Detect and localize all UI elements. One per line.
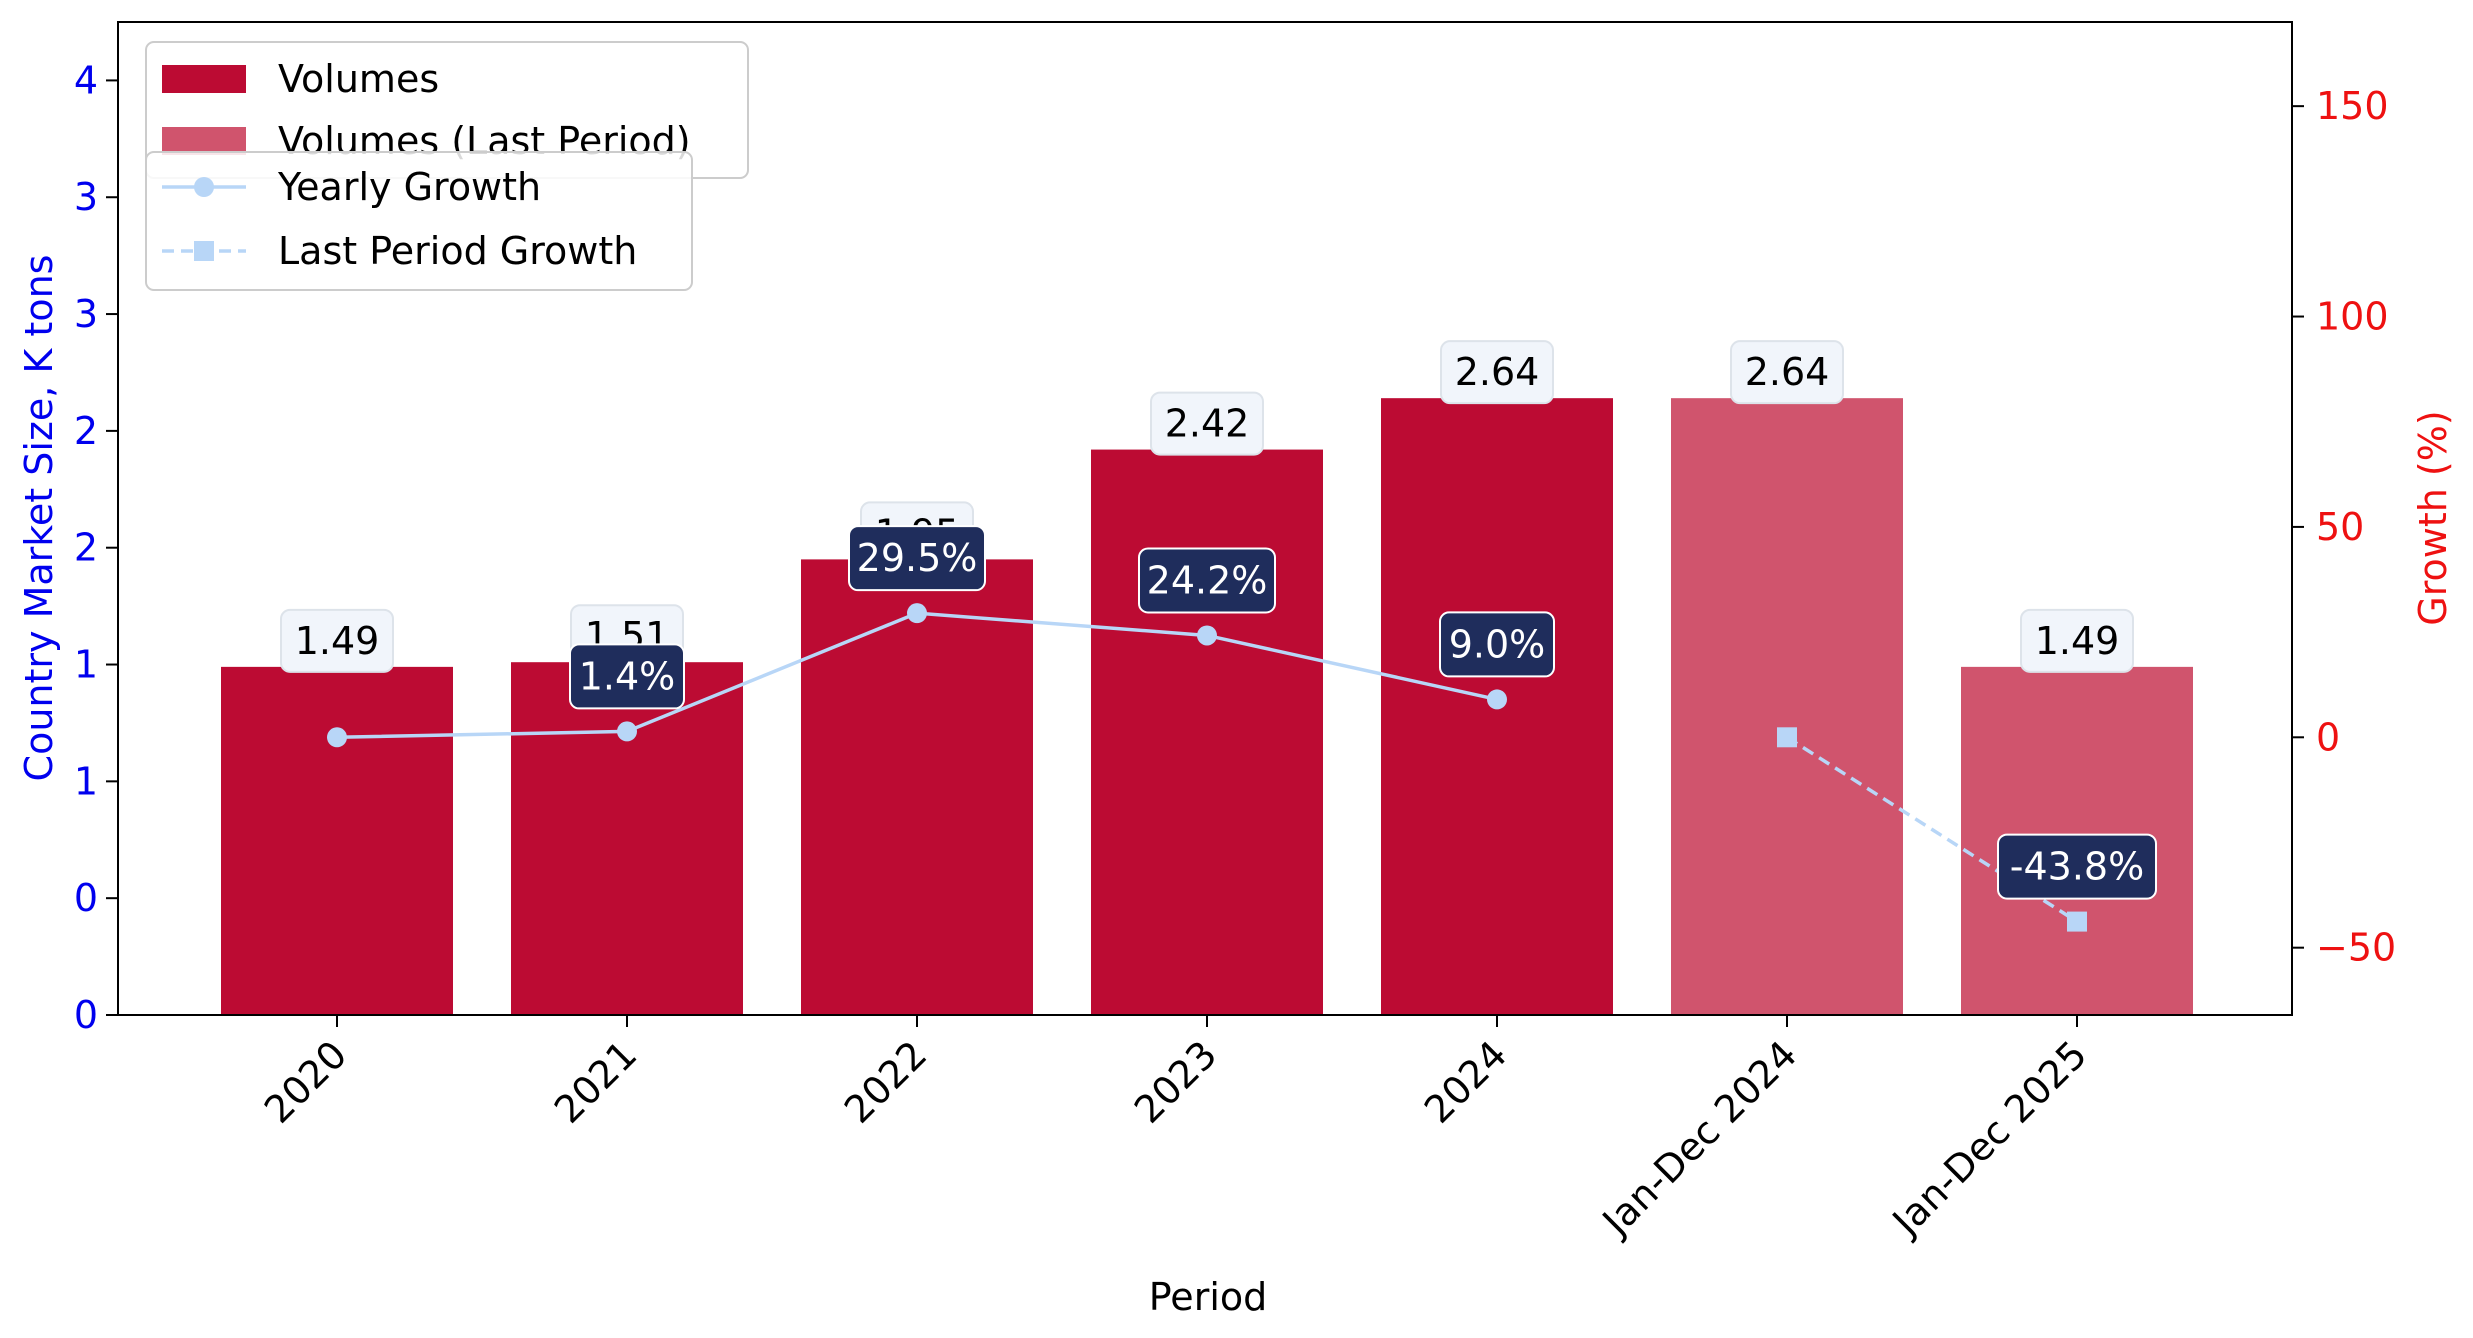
growth-marker bbox=[907, 603, 927, 624]
legend-lines: Yearly Growth Last Period Growth bbox=[145, 151, 693, 291]
y-axis-right-title: Growth (%) bbox=[2411, 410, 2455, 625]
legend-swatch bbox=[162, 65, 246, 93]
x-tick-label: 2021 bbox=[546, 1032, 646, 1132]
growth-label: 9.0% bbox=[1439, 611, 1555, 678]
y-left-tick-label: 2 bbox=[74, 526, 98, 570]
legend-marker bbox=[194, 177, 214, 197]
volume-label-text: 2.64 bbox=[1455, 350, 1540, 394]
data-labels-layer: 1.491.511.952.422.642.641.491.4%29.5%24.… bbox=[280, 340, 2157, 900]
growth-label-box bbox=[1138, 547, 1276, 614]
legend-box bbox=[145, 151, 693, 291]
y-left-tick-label: 0 bbox=[74, 876, 98, 920]
growth-label: 29.5% bbox=[848, 525, 986, 592]
growth-label-text: 29.5% bbox=[857, 536, 978, 580]
volume-label-box bbox=[280, 608, 394, 673]
growth-marker bbox=[1197, 625, 1217, 646]
x-tick-label: 2022 bbox=[836, 1032, 936, 1132]
growth-label-text: 9.0% bbox=[1449, 622, 1546, 666]
growth-label: 1.4% bbox=[569, 643, 685, 710]
y-right-tick-label: 0 bbox=[2316, 715, 2340, 759]
growth-label-box bbox=[569, 643, 685, 710]
volume-label-box bbox=[1730, 340, 1844, 405]
bar-2022 bbox=[801, 559, 1033, 1015]
x-axis-title: Period bbox=[1149, 1275, 1268, 1319]
bar-2023 bbox=[1091, 449, 1323, 1016]
growth-label-text: 24.2% bbox=[1147, 558, 1268, 602]
plot-frame bbox=[117, 21, 2293, 1016]
y-left-tick-label: 1 bbox=[74, 643, 98, 687]
volume-label-text: 2.42 bbox=[1165, 402, 1250, 446]
growth-label-box bbox=[848, 525, 986, 592]
legend-label: Yearly Growth bbox=[277, 165, 541, 209]
growth-label: 24.2% bbox=[1138, 547, 1276, 614]
y-left-tick-label: 3 bbox=[74, 175, 98, 219]
volume-label: 2.64 bbox=[1440, 340, 1554, 405]
volume-label-box bbox=[2020, 608, 2134, 673]
bars-layer bbox=[221, 398, 2193, 1016]
volume-label-text: 1.49 bbox=[2035, 619, 2120, 663]
legend-swatch bbox=[162, 127, 246, 155]
volume-label: 2.64 bbox=[1730, 340, 1844, 405]
x-tick-label: 2024 bbox=[1416, 1032, 1516, 1132]
growth-label-text: -43.8% bbox=[2010, 845, 2144, 889]
volume-label: 2.42 bbox=[1150, 391, 1264, 456]
volume-label: 1.49 bbox=[2020, 608, 2134, 673]
y-left-tick-label: 3 bbox=[74, 292, 98, 336]
growth-marker bbox=[327, 727, 347, 748]
y-right-tick-label: 150 bbox=[2316, 84, 2389, 128]
growth-label-box bbox=[1997, 833, 2157, 900]
legend-label: Last Period Growth bbox=[278, 229, 637, 273]
y-left-tick-label: 4 bbox=[74, 58, 98, 102]
bar-2020 bbox=[221, 666, 453, 1015]
legend-label: Volumes bbox=[278, 57, 439, 101]
x-tick-label: Jan-Dec 2024 bbox=[1593, 1032, 1806, 1245]
growth-marker bbox=[617, 721, 637, 742]
x-tick-label: 2023 bbox=[1126, 1032, 1226, 1132]
bar-jan-dec-2024 bbox=[1671, 398, 1903, 1015]
volume-label-text: 1.49 bbox=[295, 619, 380, 663]
y-axis-left-title: Country Market Size, K tons bbox=[17, 255, 61, 782]
x-tick-label: Jan-Dec 2025 bbox=[1883, 1032, 2096, 1245]
bar-2021 bbox=[511, 662, 743, 1015]
legend-marker bbox=[194, 241, 214, 261]
volume-label-box bbox=[1440, 340, 1554, 405]
volume-label-text: 2.64 bbox=[1745, 350, 1830, 394]
y-right-tick-label: 100 bbox=[2316, 295, 2389, 339]
y-right-tick-label: −50 bbox=[2316, 926, 2396, 970]
growth-label-box bbox=[1439, 611, 1555, 678]
growth-marker bbox=[1777, 727, 1797, 748]
growth-marker bbox=[2067, 911, 2087, 932]
volume-label-box bbox=[1150, 391, 1264, 456]
y-left-tick-label: 2 bbox=[74, 409, 98, 453]
y-right-tick-label: 50 bbox=[2316, 505, 2364, 549]
x-tick-label: 2020 bbox=[256, 1032, 356, 1132]
volume-label: 1.49 bbox=[280, 608, 394, 673]
y-left-tick-label: 1 bbox=[74, 759, 98, 803]
growth-label-text: 1.4% bbox=[579, 654, 676, 698]
y-left-tick-label: 0 bbox=[74, 993, 98, 1037]
growth-label: -43.8% bbox=[1997, 833, 2157, 900]
growth-marker bbox=[1487, 689, 1507, 710]
